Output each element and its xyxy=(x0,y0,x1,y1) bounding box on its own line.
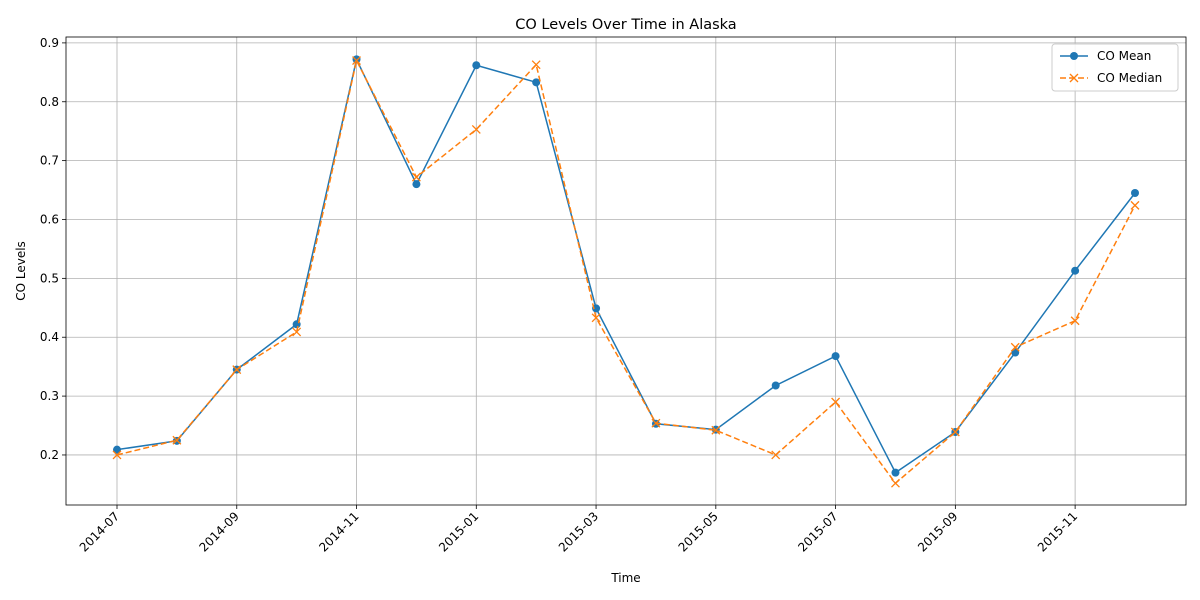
co-mean-line xyxy=(116,57,1136,474)
x-marker-stroke xyxy=(1070,316,1080,326)
x-marker-stroke xyxy=(292,327,302,337)
co-mean-point xyxy=(1071,266,1080,275)
y-axis-label: CO Levels xyxy=(14,241,28,301)
x-marker-stroke xyxy=(1069,73,1079,83)
y-tick-label: 0.8 xyxy=(40,95,59,109)
co-mean-point xyxy=(771,381,780,390)
co-median-point xyxy=(950,427,960,437)
co-median-point xyxy=(651,418,661,428)
y-tick-label: 0.3 xyxy=(40,389,59,403)
x-marker-stroke xyxy=(651,418,661,428)
co-mean-point xyxy=(1131,189,1139,197)
x-marker-stroke xyxy=(891,478,900,488)
co-median-point xyxy=(1070,316,1080,326)
y-tick-label: 0.6 xyxy=(40,212,59,226)
co-median-line xyxy=(116,58,1136,485)
series-layer xyxy=(112,55,1140,488)
y-axis: 0.2 0.3 0.4 0.5 0.6 0.7 0.8 0.9 xyxy=(40,36,66,462)
x-marker-stroke xyxy=(950,427,960,437)
x-axis-label: Time xyxy=(610,571,640,585)
x-marker-stroke xyxy=(531,60,541,70)
co-median-point xyxy=(771,450,781,460)
x-marker-stroke xyxy=(1010,342,1020,352)
co-mean-point xyxy=(113,445,121,454)
x-marker-stroke xyxy=(711,425,721,435)
x-marker-stroke xyxy=(771,450,781,460)
co-median-point xyxy=(471,124,481,134)
x-marker-stroke xyxy=(411,172,421,182)
co-median-point xyxy=(591,313,601,323)
x-marker-stroke xyxy=(232,365,242,375)
x-marker-stroke xyxy=(831,397,841,407)
grid xyxy=(66,37,1186,505)
co-median-point xyxy=(112,450,122,460)
legend-co-median-label: CO Median xyxy=(1097,71,1162,85)
co-median-point xyxy=(232,365,242,375)
co-mean-point xyxy=(1011,348,1020,357)
co-median-point xyxy=(531,60,541,70)
co-mean-point xyxy=(412,180,421,189)
co-mean-point xyxy=(472,61,481,70)
co-mean-point xyxy=(891,468,900,477)
co-mean-point xyxy=(831,352,840,361)
co-median-point xyxy=(411,172,421,182)
y-tick-label: 0.7 xyxy=(40,154,59,168)
legend-co-median-marker xyxy=(1069,73,1079,83)
x-marker-stroke xyxy=(1130,200,1140,210)
legend-co-mean-marker xyxy=(1070,52,1078,60)
co-mean-point xyxy=(352,55,361,64)
y-tick-label: 0.5 xyxy=(40,271,59,285)
y-tick-label: 0.4 xyxy=(40,330,59,344)
x-marker-stroke xyxy=(471,124,481,134)
co-median-point xyxy=(1130,200,1140,210)
co-median-point xyxy=(172,435,182,445)
plot-frame xyxy=(65,36,1187,506)
legend: CO Mean CO Median xyxy=(1051,43,1179,92)
co-median-point xyxy=(891,478,900,488)
co-median-point xyxy=(831,397,841,407)
co-median-point xyxy=(352,56,361,66)
co-median-point xyxy=(711,425,721,435)
chart-title: CO Levels Over Time in Alaska xyxy=(515,17,736,33)
x-marker-stroke xyxy=(112,450,122,460)
legend-co-mean-label: CO Mean xyxy=(1097,49,1151,63)
co-median-point xyxy=(292,327,302,337)
co-median-point xyxy=(1010,342,1020,352)
y-tick-label: 0.9 xyxy=(40,36,59,50)
y-tick-label: 0.2 xyxy=(40,448,59,462)
co-mean-point xyxy=(532,78,541,87)
x-marker-stroke xyxy=(352,56,361,66)
x-marker-stroke xyxy=(591,313,601,323)
x-marker-stroke xyxy=(172,435,182,445)
